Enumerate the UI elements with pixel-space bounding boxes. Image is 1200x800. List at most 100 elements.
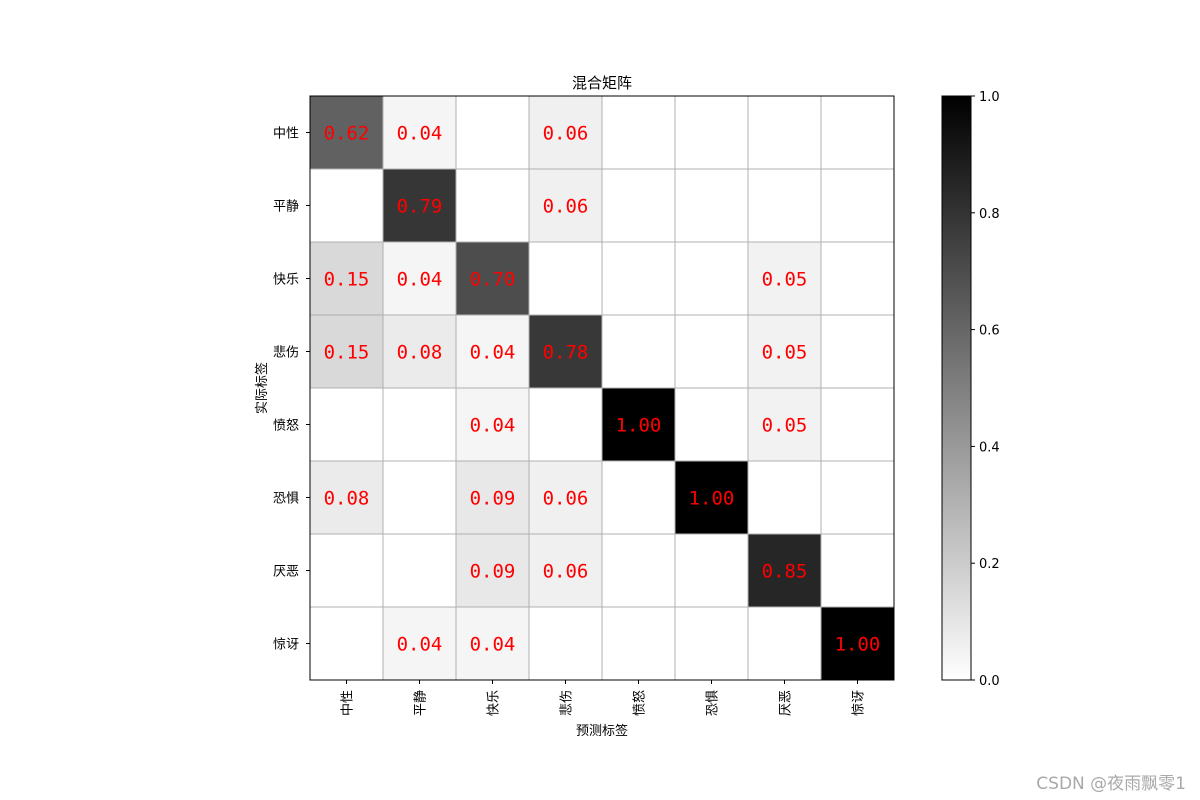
heatmap-cell xyxy=(456,388,529,461)
cell-annotations: 0.62 0.04 0.06 0.79 0.06 0.15 0.04 0.70 0.05 0.15… xyxy=(324,123,881,656)
x-tick-label: 惊讶 xyxy=(852,690,867,716)
cell-value-label: 0.08 xyxy=(397,342,443,364)
cell-value-label: 0.15 xyxy=(324,342,370,364)
heatmap-cell xyxy=(748,388,821,461)
heatmap-cell xyxy=(456,169,529,242)
heatmap-cell xyxy=(602,96,675,169)
heatmap-cell xyxy=(748,315,821,388)
y-tick-label: 恐惧 xyxy=(273,491,299,507)
cell-value-label: 0.04 xyxy=(470,342,516,364)
cell-value-label: 0.15 xyxy=(324,269,370,291)
heatmap-cell xyxy=(602,242,675,315)
x-tick-label: 中性 xyxy=(341,690,356,716)
heatmap-cell xyxy=(748,461,821,534)
cell-value-label: 0.04 xyxy=(470,415,516,437)
heatmap-cell xyxy=(529,169,602,242)
x-tick-label: 恐惧 xyxy=(705,690,721,716)
x-axis-ticks: 中性 平静 快乐 悲伤 愤怒 恐惧 厌恶 惊讶 xyxy=(341,680,867,716)
heatmap-cell xyxy=(529,388,602,461)
heatmap-cell xyxy=(456,96,529,169)
heatmap-cell xyxy=(383,169,456,242)
heatmap-cell xyxy=(529,315,602,388)
heatmap-cell xyxy=(383,607,456,680)
heatmap-cell xyxy=(310,169,383,242)
cell-value-label: 0.05 xyxy=(762,342,808,364)
heatmap-cell xyxy=(310,534,383,607)
colorbar-tick-label: 0.4 xyxy=(979,440,1000,455)
cell-value-label: 0.04 xyxy=(397,123,443,145)
heatmap-cell xyxy=(602,169,675,242)
heatmap-cell xyxy=(675,388,748,461)
heatmap-cell xyxy=(456,242,529,315)
cell-value-label: 0.85 xyxy=(762,561,808,583)
heatmap-cell xyxy=(748,96,821,169)
cell-value-label: 0.79 xyxy=(397,196,443,218)
heatmap-cell xyxy=(821,315,894,388)
heatmap-cell xyxy=(748,534,821,607)
heatmap-cell xyxy=(456,607,529,680)
colorbar-ticks: 0.0 0.2 0.4 0.6 0.8 1.0 xyxy=(971,90,1000,689)
heatmap-cell xyxy=(821,534,894,607)
cell-value-label: 0.70 xyxy=(470,269,516,291)
cell-value-label: 0.04 xyxy=(397,269,443,291)
cell-value-label: 0.62 xyxy=(324,123,370,145)
y-tick-label: 悲伤 xyxy=(273,345,299,361)
x-tick-label: 厌恶 xyxy=(779,690,794,716)
heatmap-cell xyxy=(529,96,602,169)
heatmap-cell xyxy=(310,607,383,680)
y-tick-label: 惊讶 xyxy=(273,638,299,653)
y-tick-label: 厌恶 xyxy=(273,565,299,580)
heatmap-cell xyxy=(675,169,748,242)
cell-value-label: 1.00 xyxy=(835,634,881,656)
y-axis-label: 实际标签 xyxy=(254,362,270,414)
heatmap-cell xyxy=(310,96,383,169)
heatmap-cell xyxy=(383,461,456,534)
cell-value-label: 0.04 xyxy=(470,634,516,656)
plot-frame xyxy=(309,95,895,681)
cell-value-label: 1.00 xyxy=(616,415,662,437)
heatmap-cell xyxy=(310,242,383,315)
heatmap-cell xyxy=(529,461,602,534)
heatmap-cell xyxy=(675,534,748,607)
y-tick-label: 愤怒 xyxy=(273,419,299,434)
heatmap-cell xyxy=(456,315,529,388)
heatmap-gridlines xyxy=(310,96,894,680)
y-tick-label: 平静 xyxy=(273,200,299,215)
heatmap-cell xyxy=(821,169,894,242)
cell-value-label: 0.78 xyxy=(543,342,589,364)
heatmap-cell xyxy=(602,461,675,534)
x-tick-label: 悲伤 xyxy=(559,690,575,716)
heatmap-cell xyxy=(602,534,675,607)
heatmap-cell xyxy=(748,242,821,315)
heatmap-cell xyxy=(602,388,675,461)
heatmap-cell xyxy=(821,607,894,680)
cell-value-label: 0.06 xyxy=(543,196,589,218)
heatmap-cell xyxy=(675,607,748,680)
heatmap-cell xyxy=(529,534,602,607)
x-tick-label: 快乐 xyxy=(487,690,502,716)
cell-value-label: 0.06 xyxy=(543,561,589,583)
heatmap-cell xyxy=(675,242,748,315)
x-tick-label: 愤怒 xyxy=(633,690,648,716)
heatmap-cell xyxy=(529,607,602,680)
heatmap-cell xyxy=(821,242,894,315)
cell-value-label: 0.05 xyxy=(762,415,808,437)
colorbar-tick-label: 0.2 xyxy=(979,557,1000,572)
cell-value-label: 0.05 xyxy=(762,269,808,291)
x-tick-label: 平静 xyxy=(414,690,429,716)
watermark: CSDN @夜雨飘零1 xyxy=(1036,774,1186,794)
colorbar-tick-label: 0.8 xyxy=(979,207,1000,222)
heatmap-cell xyxy=(529,242,602,315)
heatmap-cell xyxy=(383,315,456,388)
cell-value-label: 0.04 xyxy=(397,634,443,656)
colorbar-tick-label: 0.0 xyxy=(979,674,1000,689)
heatmap-cell xyxy=(383,242,456,315)
heatmap-cells xyxy=(310,96,894,680)
heatmap-cell xyxy=(310,461,383,534)
colorbar-tick-label: 0.6 xyxy=(979,324,1000,339)
heatmap-cell xyxy=(383,388,456,461)
heatmap-cell xyxy=(383,534,456,607)
heatmap-cell xyxy=(383,96,456,169)
heatmap-cell xyxy=(310,388,383,461)
heatmap-cell xyxy=(821,96,894,169)
